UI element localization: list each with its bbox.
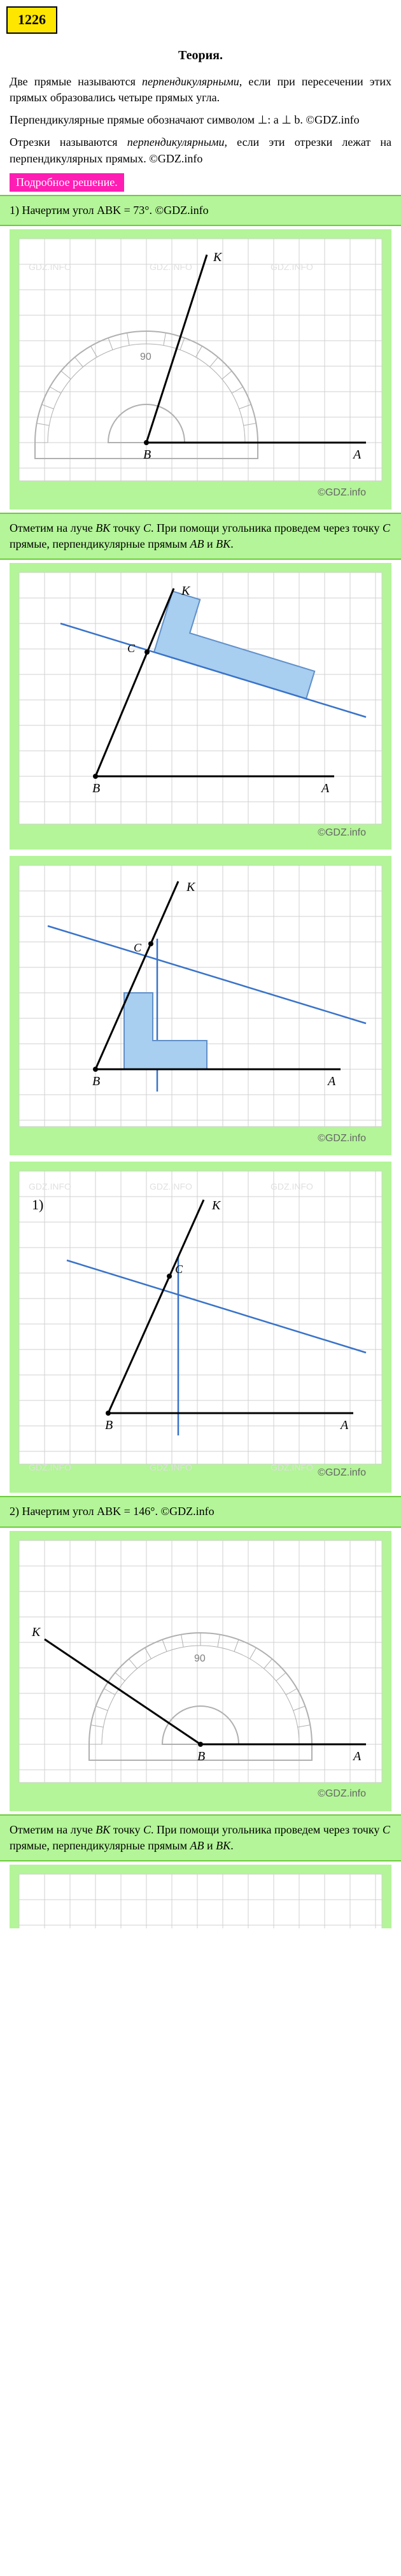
diagram-1-container: 90 B A K GDZ.INFO GDZ.INFO GDZ.INFO ©GDZ…: [0, 226, 401, 513]
italic-term: перпендикулярными: [127, 136, 225, 148]
text: прямые, перпендикулярные прямым: [10, 1839, 190, 1852]
svg-text:A: A: [352, 448, 362, 462]
problem-number-badge: 1226: [6, 6, 57, 34]
text: точку: [110, 522, 143, 534]
text: Отметим на луче: [10, 522, 95, 534]
italic: BK: [95, 1823, 110, 1836]
italic: BK: [216, 1839, 230, 1852]
svg-text:K: K: [31, 1625, 41, 1639]
italic: C: [383, 522, 390, 534]
diagram-5-svg: 90 B A K: [10, 1531, 391, 1811]
text: .: [230, 537, 234, 550]
text: Две прямые называются: [10, 75, 142, 88]
italic: C: [143, 1823, 151, 1836]
svg-text:K: K: [186, 880, 196, 894]
diagram-2-svg: B A K C: [10, 563, 391, 850]
step-3-text: 2) Начертим угол ABK = 146°. ©GDZ.info: [0, 1496, 401, 1527]
italic: AB: [190, 1839, 204, 1852]
svg-text:C: C: [175, 1263, 183, 1276]
svg-text:C: C: [127, 642, 136, 655]
copyright: ©GDZ.info: [318, 1132, 366, 1146]
copyright: ©GDZ.info: [318, 486, 366, 500]
svg-text:A: A: [352, 1749, 362, 1763]
copyright: ©GDZ.info: [318, 1787, 366, 1801]
italic: AB: [190, 537, 204, 550]
svg-text:C: C: [134, 941, 142, 954]
diagram-2-container: B A K C ©GDZ.info: [0, 560, 401, 853]
text: и: [204, 537, 216, 550]
diagram-5-container: 90 B A K ©GDZ.info: [0, 1528, 401, 1814]
copyright: ©GDZ.info: [318, 826, 366, 840]
theory-title: Теория.: [0, 46, 401, 64]
diagram-4-container: 1) B A K C GDZ.INFO GDZ.INFO GDZ.INFO GD…: [0, 1158, 401, 1496]
solution-label: Подробное решение.: [10, 173, 124, 192]
svg-text:A: A: [320, 781, 330, 795]
svg-text:A: A: [327, 1074, 336, 1088]
italic: BK: [95, 522, 110, 534]
diagram-4-svg: 1) B A K C: [10, 1162, 391, 1493]
step-2-text: Отметим на луче BK точку C. При помощи у…: [0, 513, 401, 560]
svg-text:90: 90: [194, 1653, 206, 1664]
theory-paragraph-1: Две прямые называются перпендикулярными,…: [0, 71, 401, 109]
italic: C: [383, 1823, 390, 1836]
text: . При помощи угольника проведем через то…: [151, 522, 383, 534]
svg-text:B: B: [92, 1074, 100, 1088]
italic-term: перпендикулярными: [142, 75, 239, 88]
diagram-6-container: [0, 1861, 401, 1932]
diagram-6-svg: [10, 1865, 391, 1928]
text: Отметим на луче: [10, 1823, 95, 1836]
svg-text:1): 1): [32, 1197, 43, 1213]
svg-text:B: B: [105, 1418, 113, 1432]
italic: BK: [216, 537, 230, 550]
svg-text:90: 90: [140, 352, 151, 362]
svg-text:A: A: [339, 1418, 349, 1432]
text: .: [230, 1839, 234, 1852]
theory-paragraph-3: Отрезки называются перпендикулярными, ес…: [0, 131, 401, 169]
svg-text:B: B: [143, 448, 151, 462]
step-4-text: Отметим на луче BK точку C. При помощи у…: [0, 1814, 401, 1861]
text: прямые, перпендикулярные прямым: [10, 537, 190, 550]
text: точку: [110, 1823, 143, 1836]
step-1-text: 1) Начертим угол ABK = 73°. ©GDZ.info: [0, 195, 401, 226]
text: и: [204, 1839, 216, 1852]
copyright: ©GDZ.info: [318, 1466, 366, 1480]
diagram-3-container: B A K C ©GDZ.info: [0, 853, 401, 1158]
svg-text:K: K: [181, 584, 191, 598]
diagram-1-svg: 90 B A K: [10, 229, 391, 509]
svg-text:B: B: [197, 1749, 205, 1763]
text: . При помощи угольника проведем через то…: [151, 1823, 383, 1836]
diagram-3-svg: B A K C: [10, 856, 391, 1155]
text: Отрезки называются: [10, 136, 127, 148]
svg-text:K: K: [213, 250, 223, 264]
svg-text:K: K: [211, 1199, 222, 1213]
theory-paragraph-2: Перпендикулярные прямые обозначают симво…: [0, 109, 401, 131]
svg-text:B: B: [92, 781, 100, 795]
italic: C: [143, 522, 151, 534]
